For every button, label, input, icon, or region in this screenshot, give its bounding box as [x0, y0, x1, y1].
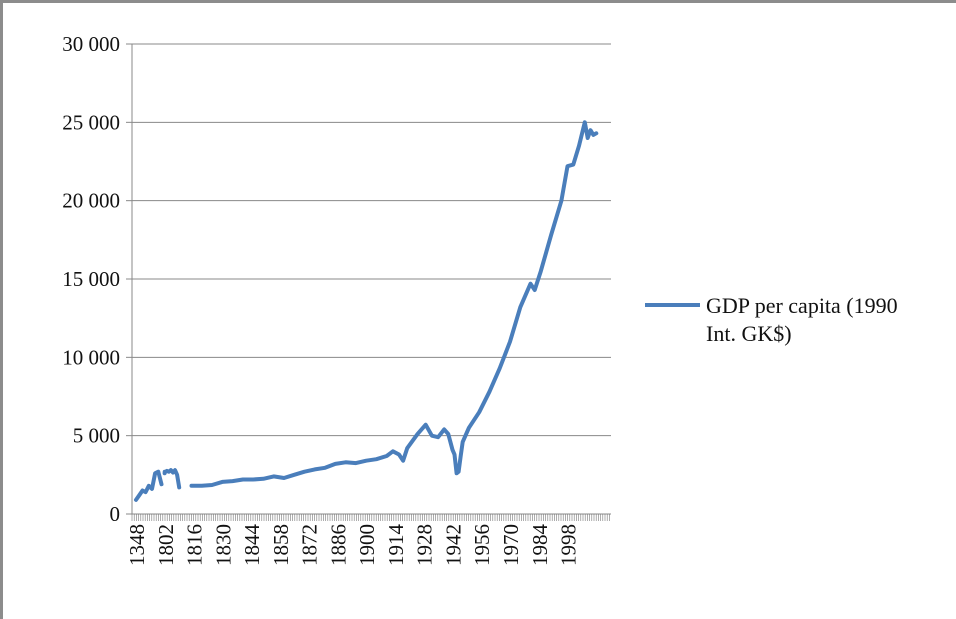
x-tick-label: 1984 [528, 524, 552, 567]
x-tick-label: 1970 [499, 524, 523, 566]
y-axis-ticks: 0 5 000 10 000 15 000 20 000 25 000 30 000 [62, 32, 132, 526]
x-tick-label: 1942 [441, 524, 465, 566]
y-tick-label: 5 000 [73, 424, 120, 448]
y-tick-label: 25 000 [62, 110, 120, 134]
y-tick-label: 10 000 [62, 345, 120, 369]
y-tick-label: 20 000 [62, 189, 120, 213]
x-tick-label: 1928 [413, 524, 437, 566]
series-line-segment [189, 120, 599, 488]
x-tick-label: 1348 [125, 524, 149, 566]
x-minor-ticks [131, 514, 610, 521]
x-tick-label: 1886 [326, 524, 350, 566]
legend: GDP per capita (1990 Int. GK$) [645, 293, 898, 346]
legend-label-line-2: Int. GK$) [706, 321, 792, 346]
y-tick-label: 0 [110, 502, 121, 526]
x-tick-label: 1844 [240, 524, 264, 567]
x-tick-label: 1858 [269, 524, 293, 566]
x-axis-ticks: 1348 1802 1816 1830 1844 1858 1872 1886 1900 1914… [125, 514, 610, 567]
series-line-segment [162, 468, 182, 490]
x-tick-label: 1802 [154, 524, 178, 566]
x-tick-label: 1816 [183, 524, 207, 566]
series-line-segment [134, 469, 164, 502]
x-tick-label: 1830 [211, 524, 235, 566]
x-tick-label: 1914 [384, 524, 408, 567]
series-group [134, 120, 599, 502]
x-tick-label: 1872 [298, 524, 322, 566]
x-tick-label: 1900 [355, 524, 379, 566]
y-tick-label: 30 000 [62, 32, 120, 56]
gridlines [132, 43, 611, 437]
y-tick-label: 15 000 [62, 267, 120, 291]
legend-label-line-1: GDP per capita (1990 [706, 293, 898, 318]
x-tick-label: 1956 [470, 524, 494, 566]
x-tick-label: 1998 [557, 524, 581, 566]
